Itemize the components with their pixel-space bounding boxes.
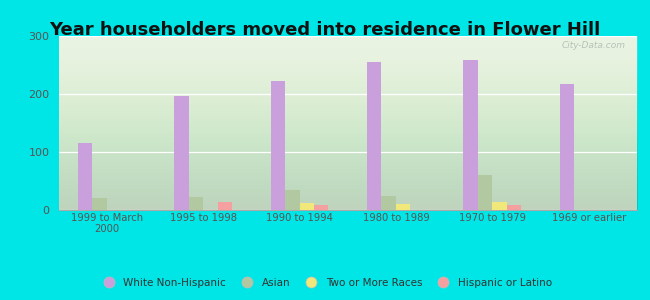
Bar bbox=[560, 84, 575, 210]
Bar bbox=[478, 175, 492, 210]
Bar bbox=[367, 62, 382, 210]
Bar bbox=[285, 190, 300, 210]
Legend: White Non-Hispanic, Asian, Two or More Races, Hispanic or Latino: White Non-Hispanic, Asian, Two or More R… bbox=[94, 274, 556, 292]
Text: City-Data.com: City-Data.com bbox=[562, 41, 625, 50]
Bar bbox=[188, 197, 203, 210]
Bar bbox=[78, 143, 92, 210]
Bar bbox=[396, 204, 410, 210]
Bar bbox=[382, 196, 396, 210]
Bar bbox=[493, 202, 507, 210]
Bar bbox=[218, 202, 232, 210]
Bar bbox=[270, 81, 285, 210]
Bar bbox=[463, 60, 478, 210]
Bar bbox=[174, 96, 188, 210]
Bar bbox=[92, 198, 107, 210]
Text: Year householders moved into residence in Flower Hill: Year householders moved into residence i… bbox=[49, 21, 601, 39]
Bar bbox=[507, 205, 521, 210]
Bar bbox=[300, 203, 314, 210]
Bar bbox=[314, 205, 328, 210]
